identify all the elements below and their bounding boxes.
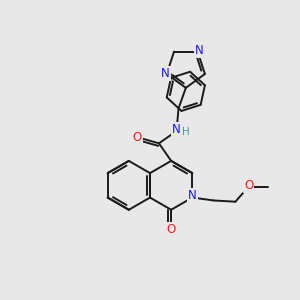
Text: N: N (161, 67, 170, 80)
Text: N: N (195, 44, 203, 58)
Text: O: O (244, 178, 254, 192)
Text: O: O (167, 223, 176, 236)
Text: N: N (172, 123, 181, 136)
Text: O: O (132, 131, 142, 144)
Text: H: H (182, 127, 190, 137)
Text: N: N (188, 189, 197, 202)
